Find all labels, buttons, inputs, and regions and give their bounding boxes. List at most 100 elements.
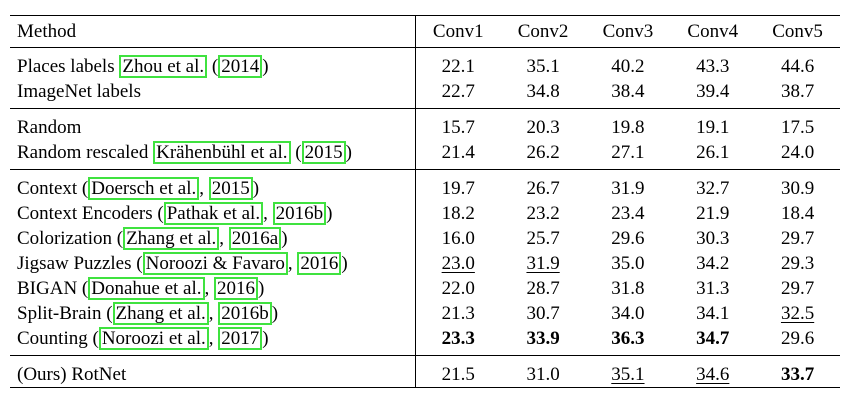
value-conv5: 29.7 (780, 228, 815, 249)
citation-close: ) (345, 142, 352, 163)
value-conv4: 19.1 (696, 117, 730, 138)
value-conv4: 34.6 (696, 364, 730, 385)
value-conv1: 21.5 (441, 364, 475, 385)
value-conv1: 16.0 (441, 228, 475, 249)
column-header-conv1: Conv1 (415, 15, 501, 48)
method-cell: Split-Brain (Zhang et al., 2016b) (10, 301, 416, 326)
value-conv2: 31.9 (526, 253, 560, 274)
method-text: Random (17, 117, 82, 138)
citation-year[interactable]: 2014 (218, 55, 263, 78)
citation-authors[interactable]: Zhang et al. (123, 227, 220, 250)
citation-close: ) (281, 228, 288, 249)
citation-year[interactable]: 2016 (214, 277, 259, 300)
value-conv1: 23.3 (415, 326, 501, 356)
citation-authors[interactable]: Noroozi et al. (98, 327, 209, 350)
method-cell: Random (10, 108, 416, 140)
value-conv3: 29.6 (611, 228, 645, 249)
column-header-conv2: Conv2 (500, 15, 586, 48)
value-conv1: 23.0 (441, 253, 475, 274)
value-conv4: 21.9 (696, 203, 730, 224)
value-conv1: 22.7 (415, 79, 501, 109)
value-conv3: 31.9 (611, 178, 645, 199)
citation-separator: , (263, 203, 273, 224)
citation-authors[interactable]: Pathak et al. (163, 202, 264, 225)
value-conv2: 34.8 (500, 79, 586, 109)
citation-close: ) (341, 253, 348, 274)
table-row: (Ours) RotNet 21.5 31.0 35.1 34.6 33.7 (10, 355, 840, 388)
value-conv5: 32.5 (780, 303, 815, 324)
citation-separator: , (287, 253, 298, 274)
table-row: Colorization (Zhang et al., 2016a) 16.0 25… (10, 226, 840, 251)
method-cell: Context Encoders (Pathak et al., 2016b) (10, 201, 416, 226)
value-conv3: 19.8 (611, 117, 645, 138)
results-table: Method Conv1 Conv2 Conv3 Conv4 Conv5 Pla… (10, 15, 840, 388)
value-conv2: 20.3 (526, 117, 560, 138)
citation-close: ) (262, 56, 269, 77)
value-conv5: 17.5 (780, 117, 815, 138)
value-conv3: 40.2 (611, 56, 645, 77)
citation-authors[interactable]: Zhou et al. (119, 55, 208, 78)
method-cell: Places labels Zhou et al. (2014) (10, 47, 416, 79)
table-row: Counting (Noroozi et al., 2017) 23.3 33.9 3… (10, 326, 840, 356)
value-conv1: 18.2 (441, 203, 475, 224)
citation-separator: , (219, 228, 229, 249)
value-conv4: 43.3 (696, 56, 730, 77)
method-cell: BIGAN (Donahue et al., 2016) (10, 276, 416, 301)
value-conv1: 21.4 (415, 140, 501, 170)
table-row: Places labels Zhou et al. (2014) 22.1 35.1… (10, 47, 840, 79)
citation-separator: , (208, 328, 219, 349)
value-conv3: 23.4 (611, 203, 645, 224)
citation-year[interactable]: 2015 (301, 141, 346, 164)
citation-authors[interactable]: Zhang et al. (112, 302, 209, 325)
method-text: Colorization ( (17, 228, 124, 249)
value-conv1: 19.7 (441, 178, 475, 199)
method-text: Random rescaled (17, 142, 154, 163)
column-header-conv5: Conv5 (755, 15, 840, 48)
value-conv5: 30.9 (780, 178, 815, 199)
value-conv4: 34.7 (670, 326, 756, 356)
value-conv3: 38.4 (585, 79, 671, 109)
value-conv3: 36.3 (585, 326, 671, 356)
citation-year[interactable]: 2016b (272, 202, 327, 225)
citation-authors[interactable]: Krähenbühl et al. (153, 141, 291, 164)
value-conv5: 38.7 (755, 79, 840, 109)
citation-year[interactable]: 2015 (208, 177, 253, 200)
table-row: ImageNet labels 22.7 34.8 38.4 39.4 38.7 (10, 79, 840, 109)
value-conv5: 29.6 (755, 326, 840, 356)
value-conv2: 33.9 (500, 326, 586, 356)
value-conv5: 18.4 (780, 203, 815, 224)
table-row: Context (Doersch et al., 2015) 19.7 26.7 31… (10, 169, 840, 201)
citation-authors[interactable]: Noroozi & Favaro (142, 252, 288, 275)
table-row: Split-Brain (Zhang et al., 2016b) 21.3 30.… (10, 301, 840, 326)
citation-year[interactable]: 2017 (218, 327, 263, 350)
method-cell: Random rescaled Krähenbühl et al. (2015) (10, 140, 416, 170)
value-conv2: 26.7 (526, 178, 560, 199)
method-cell: Counting (Noroozi et al., 2017) (10, 326, 416, 356)
method-text: ImageNet labels (17, 81, 141, 102)
value-conv3: 35.1 (611, 364, 645, 385)
value-conv2: 31.0 (526, 364, 560, 385)
citation-year[interactable]: 2016b (218, 302, 272, 325)
method-text: Context Encoders ( (17, 203, 164, 224)
citation-authors[interactable]: Doersch et al. (88, 177, 200, 200)
citation-separator: ( (290, 142, 302, 163)
method-text: Counting ( (17, 328, 99, 349)
method-text: BIGAN ( (17, 278, 89, 299)
column-header-conv4: Conv4 (670, 15, 756, 48)
value-conv3: 31.8 (611, 278, 645, 299)
value-conv5: 29.7 (780, 278, 815, 299)
value-conv3: 34.0 (611, 303, 645, 324)
value-conv2: 23.2 (526, 203, 560, 224)
value-conv5: 33.7 (780, 364, 815, 385)
citation-year[interactable]: 2016a (228, 227, 282, 250)
citation-year[interactable]: 2016 (297, 252, 342, 275)
value-conv4: 34.2 (696, 253, 730, 274)
method-cell: Context (Doersch et al., 2015) (10, 169, 416, 201)
citation-separator: ( (207, 56, 219, 77)
citation-close: ) (262, 328, 269, 349)
citation-authors[interactable]: Donahue et al. (88, 277, 205, 300)
citation-close: ) (271, 303, 279, 324)
value-conv4: 26.1 (670, 140, 756, 170)
value-conv4: 39.4 (670, 79, 756, 109)
citation-close: ) (258, 278, 265, 299)
